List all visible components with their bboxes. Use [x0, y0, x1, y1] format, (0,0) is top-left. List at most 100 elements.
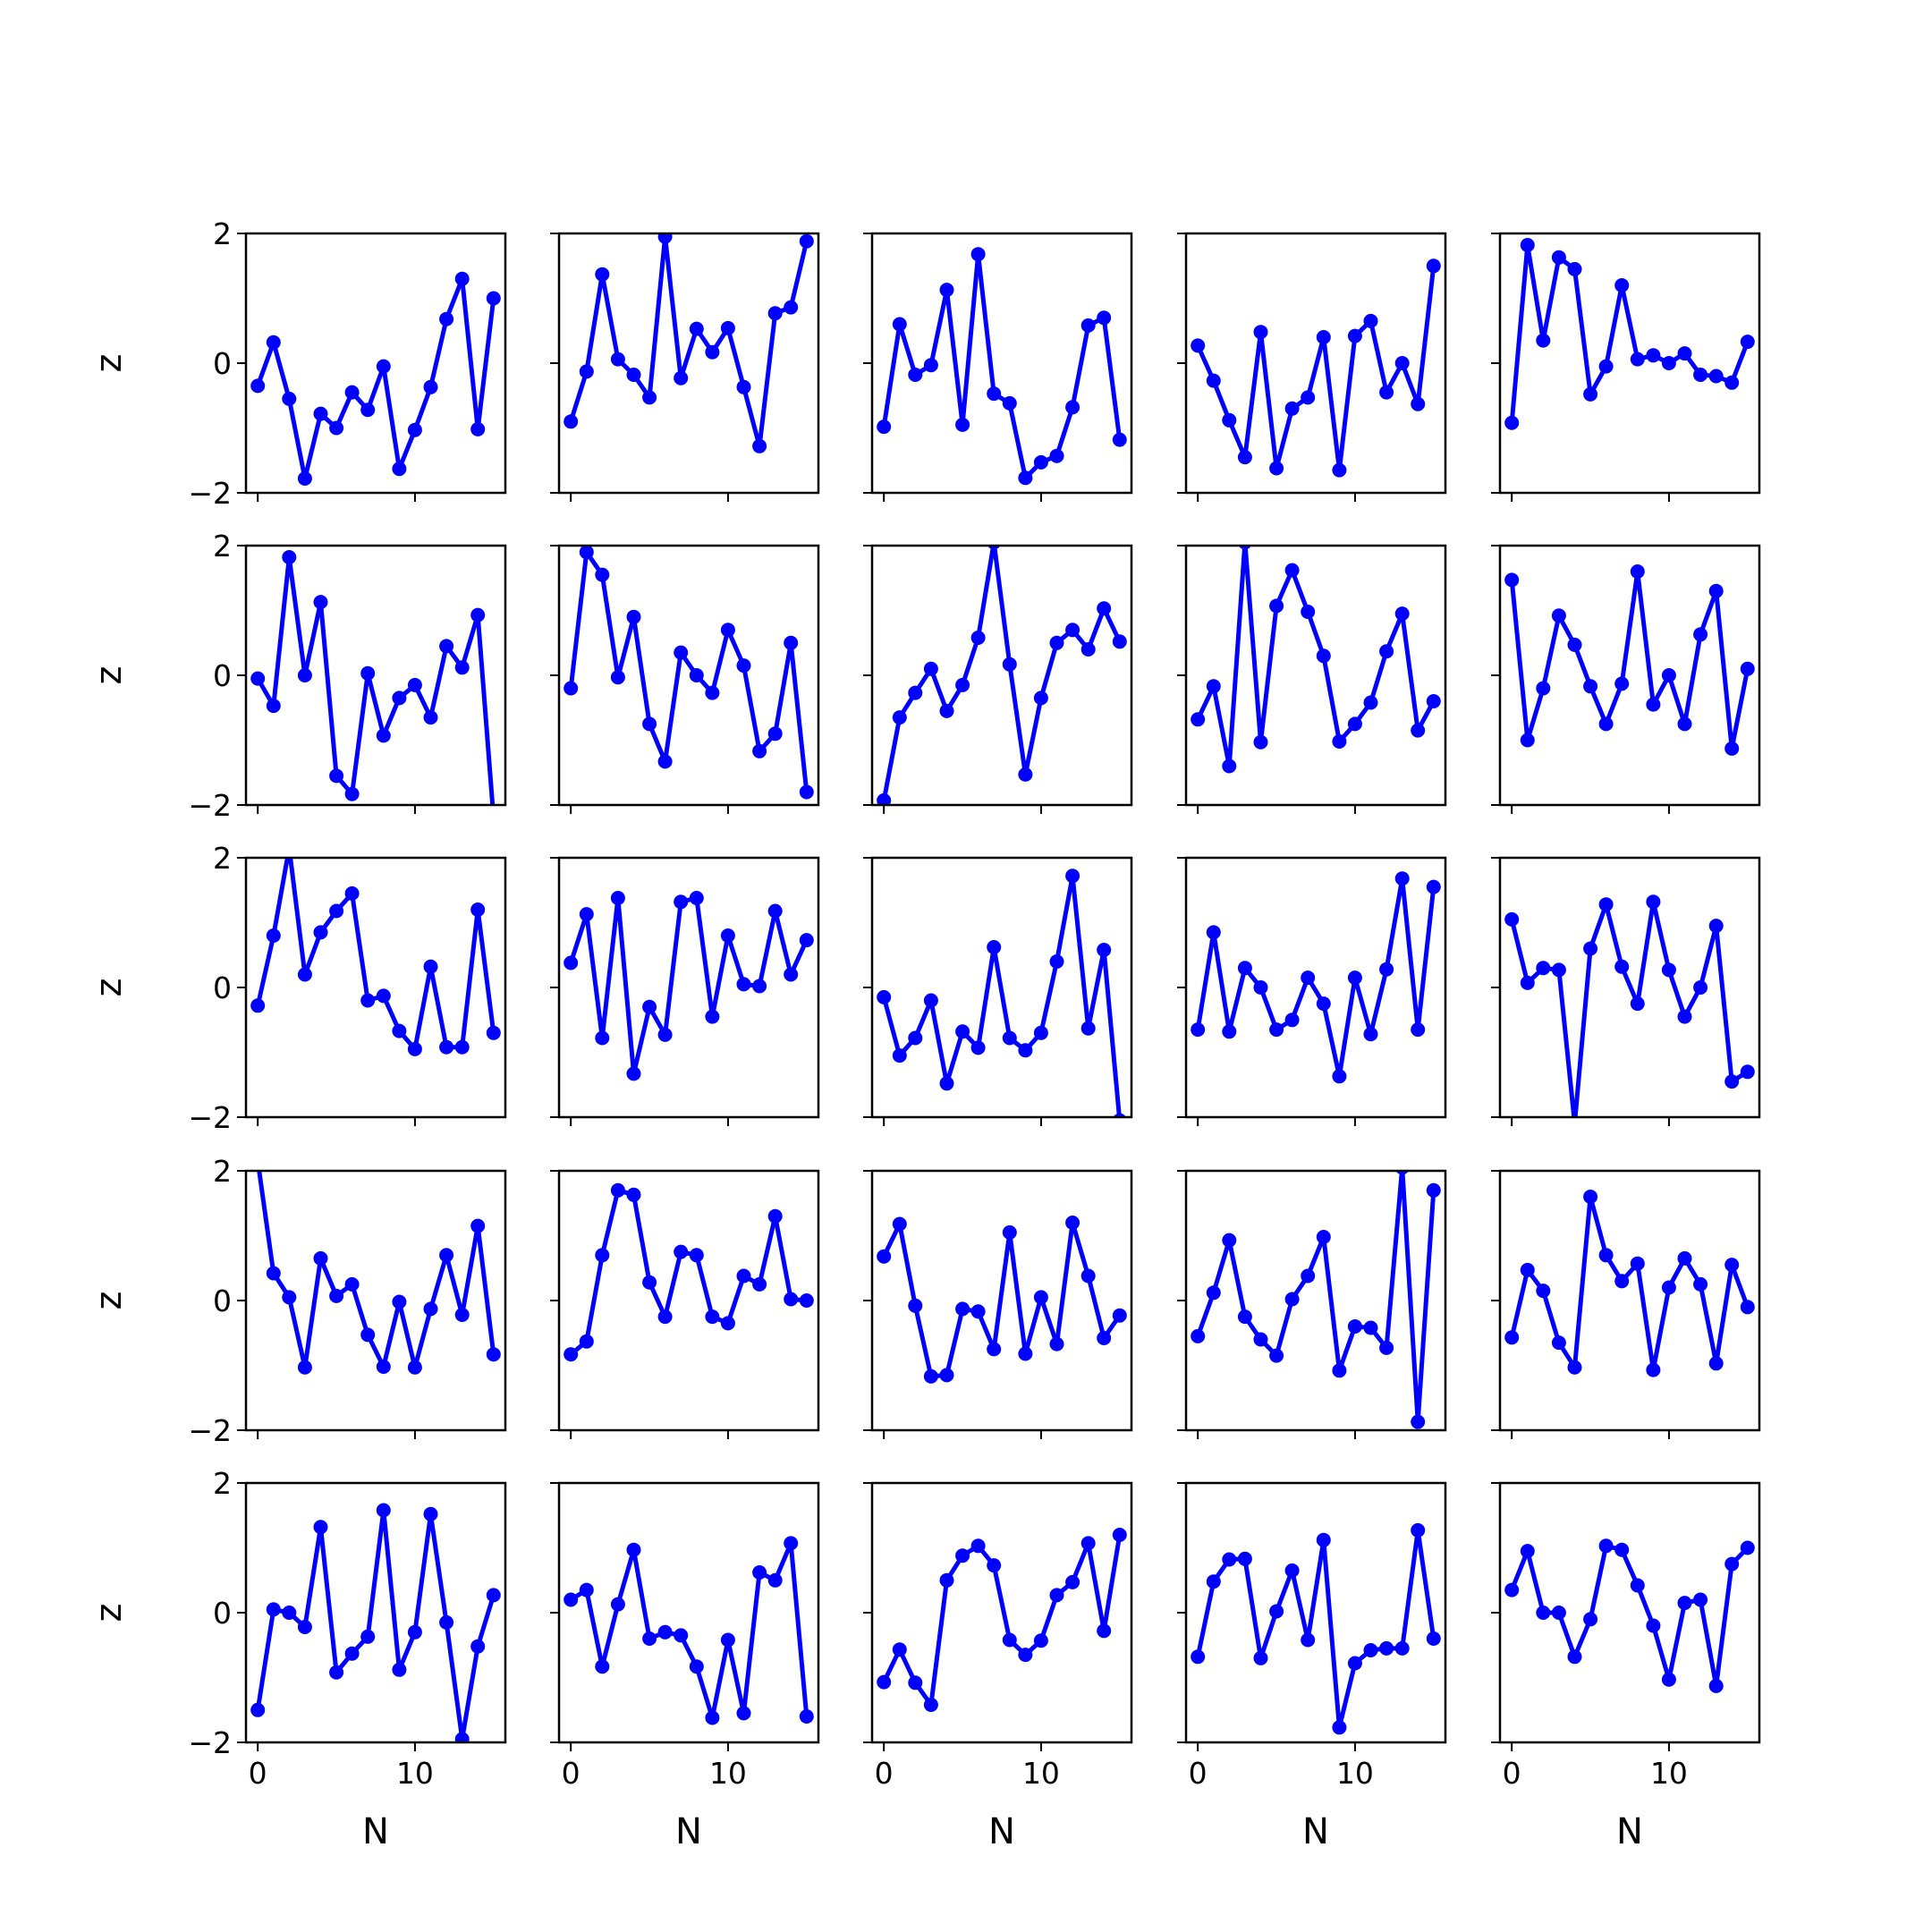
data-point: [1379, 1640, 1394, 1656]
series-group: [877, 1528, 1127, 1712]
series-group: [1504, 1190, 1755, 1377]
data-point: [1583, 941, 1598, 956]
data-point: [407, 1041, 422, 1056]
y-tick-label: 0: [213, 658, 232, 693]
data-point: [626, 1187, 641, 1202]
data-point: [329, 1288, 344, 1303]
data-point: [1520, 1262, 1535, 1277]
data-point: [923, 993, 938, 1008]
data-point: [1049, 448, 1064, 463]
data-point: [564, 1347, 579, 1362]
data-point: [1394, 1640, 1410, 1656]
data-point: [923, 1698, 938, 1712]
data-point: [1740, 1064, 1755, 1080]
data-point: [1630, 564, 1645, 579]
data-point: [674, 370, 689, 386]
data-point: [423, 1506, 438, 1521]
series-group: [1191, 546, 1441, 774]
data-point: [407, 422, 422, 437]
data-point: [1724, 1258, 1740, 1273]
series-group: [564, 1182, 814, 1362]
data-point: [1237, 1309, 1252, 1325]
data-point: [266, 699, 281, 714]
data-point: [1222, 1233, 1237, 1248]
panel-r1-c3: [863, 232, 1133, 502]
data-point: [1583, 1190, 1598, 1204]
data-point: [1018, 1648, 1033, 1663]
data-point: [297, 967, 312, 982]
data-point: [1269, 1604, 1284, 1619]
data-point: [376, 988, 391, 1004]
data-point: [1567, 1649, 1582, 1665]
data-point: [439, 639, 454, 654]
series-line: [569, 1188, 808, 1357]
series-group: [877, 1216, 1127, 1384]
data-point: [250, 1702, 266, 1717]
panel-r4-c1: −2 0 2 z: [89, 1154, 507, 1448]
data-point: [329, 903, 344, 919]
data-point: [1394, 356, 1410, 370]
panel-r1-c1: −2 0 2 z: [89, 216, 507, 511]
data-point: [939, 703, 954, 718]
data-point: [1222, 758, 1237, 774]
data-point: [1097, 1331, 1112, 1345]
data-point: [1112, 1528, 1127, 1542]
data-point: [626, 1066, 641, 1081]
data-point: [344, 385, 360, 400]
data-point: [470, 1218, 486, 1233]
data-point: [579, 907, 594, 922]
data-point: [1018, 470, 1033, 486]
data-point: [1049, 954, 1064, 969]
panel-r3-c5: [1491, 856, 1761, 1126]
data-point: [1693, 368, 1708, 382]
data-point: [1018, 1346, 1033, 1361]
y-tick-label: 0: [213, 1596, 232, 1631]
data-point: [1018, 1043, 1033, 1058]
data-point: [439, 1039, 454, 1055]
data-point: [313, 595, 328, 610]
data-point: [674, 1244, 689, 1259]
data-point: [705, 1309, 720, 1325]
data-point: [1332, 1720, 1347, 1735]
data-point: [657, 1309, 673, 1325]
data-point: [736, 658, 751, 674]
data-point: [1284, 563, 1300, 578]
data-point: [470, 607, 486, 623]
data-point: [1426, 694, 1441, 708]
data-point: [705, 344, 720, 360]
data-point: [892, 1048, 907, 1063]
data-point: [392, 1023, 407, 1038]
data-point: [595, 267, 610, 282]
data-point: [923, 358, 938, 373]
data-point: [955, 1024, 970, 1039]
data-point: [1080, 642, 1096, 657]
data-point: [1049, 635, 1064, 650]
data-point: [1740, 1300, 1755, 1315]
data-point: [250, 998, 266, 1013]
panel-r4-c3: [863, 1169, 1133, 1439]
data-point: [1379, 962, 1394, 977]
data-point: [470, 902, 486, 917]
data-point: [1677, 1009, 1692, 1024]
data-point: [1661, 668, 1676, 682]
data-point: [1708, 1356, 1724, 1371]
data-point: [1206, 679, 1221, 694]
data-point: [329, 420, 344, 436]
data-point: [1206, 1285, 1221, 1301]
panel-r1-c5: [1491, 232, 1761, 502]
series-group: [250, 1503, 501, 1742]
data-point: [1363, 313, 1378, 328]
panel-r2-c1: −2 0 2 z: [89, 529, 507, 823]
data-point: [1504, 415, 1520, 430]
series-group: [877, 869, 1126, 1117]
data-point: [1536, 1284, 1551, 1299]
data-point: [1661, 962, 1676, 978]
data-point: [1284, 1013, 1300, 1028]
data-point: [1284, 1563, 1300, 1578]
data-point: [595, 1659, 610, 1674]
data-point: [1724, 1074, 1740, 1089]
data-point: [1347, 328, 1362, 343]
data-point: [689, 668, 704, 682]
data-point: [1504, 911, 1520, 927]
